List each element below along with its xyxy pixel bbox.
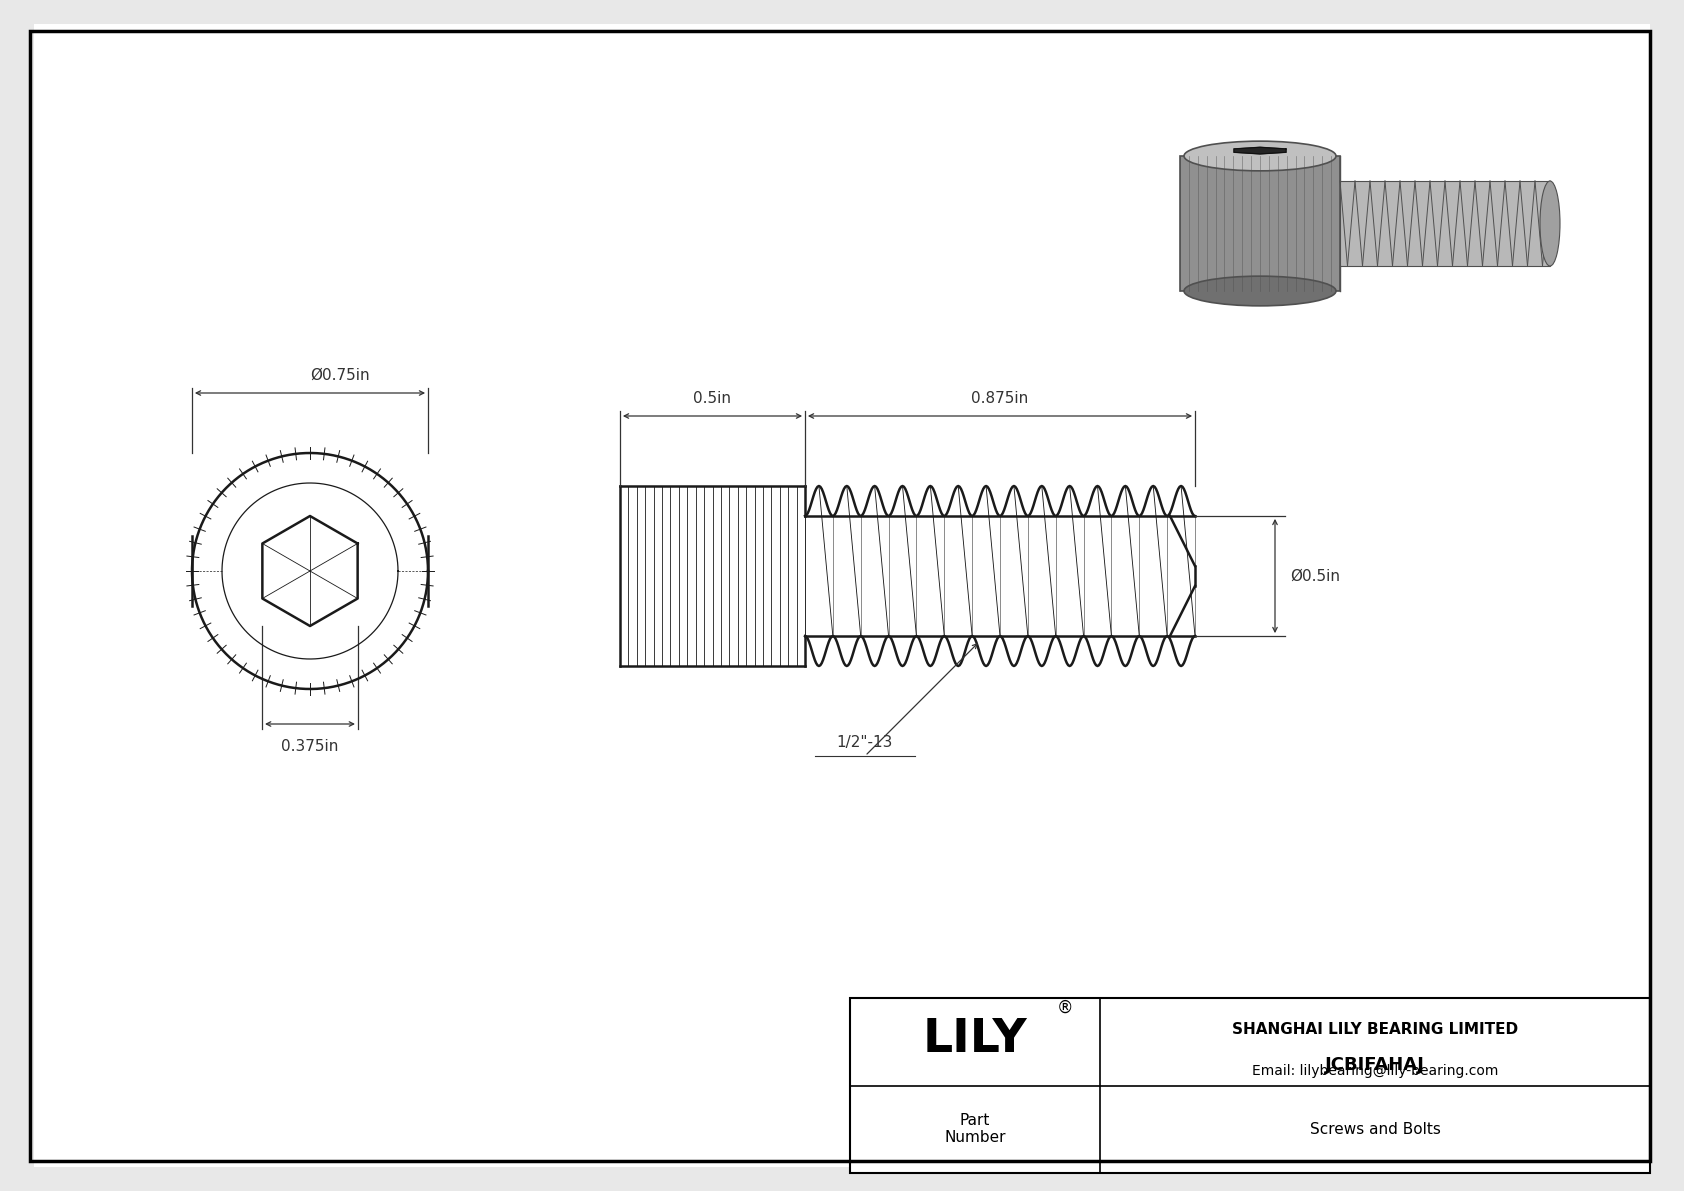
Ellipse shape: [1184, 142, 1335, 170]
Text: ®: ®: [1058, 999, 1073, 1017]
Text: Ø0.75in: Ø0.75in: [310, 368, 370, 384]
Text: SHANGHAI LILY BEARING LIMITED: SHANGHAI LILY BEARING LIMITED: [1233, 1022, 1517, 1037]
Text: LILY: LILY: [923, 1017, 1027, 1062]
Ellipse shape: [1539, 181, 1559, 266]
Bar: [1340, 181, 1549, 266]
Text: 0.875in: 0.875in: [972, 391, 1029, 406]
Text: 0.375in: 0.375in: [281, 738, 338, 754]
Text: Screws and Bolts: Screws and Bolts: [1310, 1122, 1440, 1136]
Bar: [1180, 156, 1340, 291]
Text: 1/2"-13: 1/2"-13: [837, 735, 893, 750]
Text: Ø0.5in: Ø0.5in: [1290, 568, 1340, 584]
Text: 0.5in: 0.5in: [694, 391, 731, 406]
Text: Part
Number: Part Number: [945, 1114, 1005, 1146]
Bar: [850, 998, 1650, 1173]
Text: JCBIFAHAJ: JCBIFAHAJ: [1325, 1055, 1425, 1073]
Text: Email: lilybearing@lily-bearing.com: Email: lilybearing@lily-bearing.com: [1251, 1065, 1499, 1079]
Ellipse shape: [1184, 276, 1335, 306]
Polygon shape: [1234, 148, 1287, 154]
